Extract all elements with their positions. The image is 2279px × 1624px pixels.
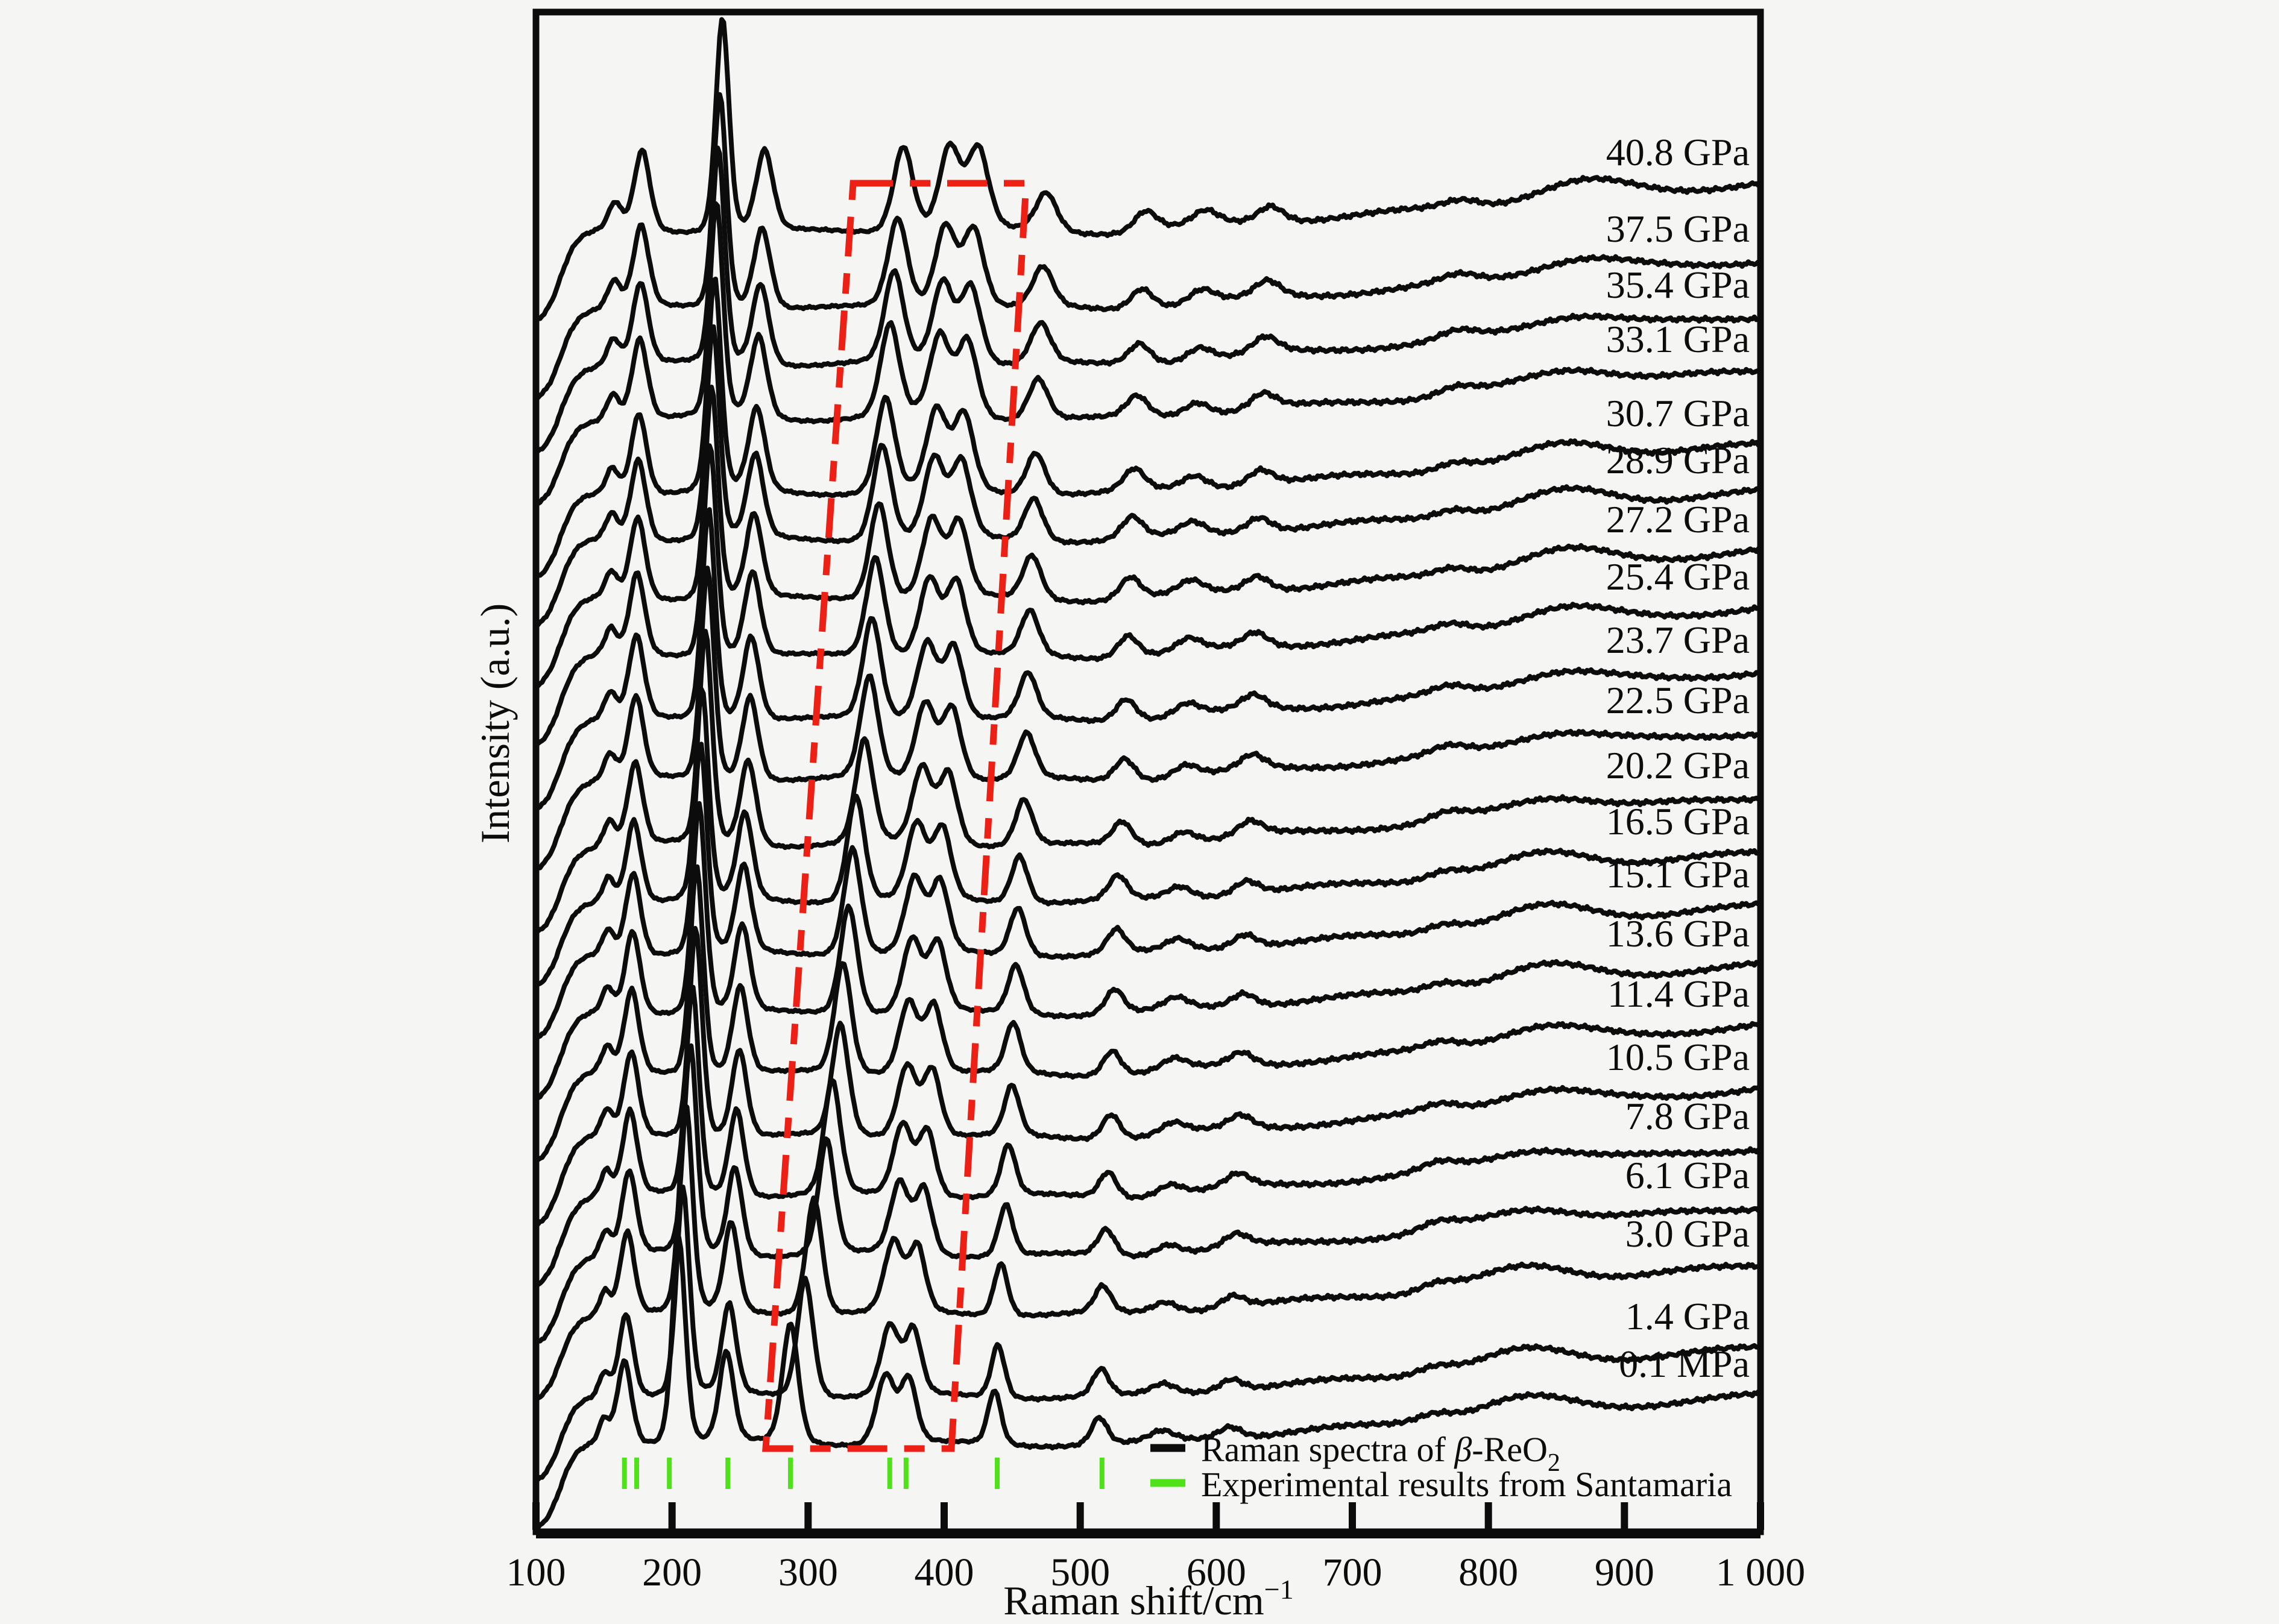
x-tick-label: 100 [506, 1550, 566, 1594]
spectrum-line [534, 926, 1763, 1228]
x-tick-label: 900 [1595, 1550, 1654, 1594]
spectrum-line [534, 385, 1763, 688]
pressure-label: 13.6 GPa [1606, 912, 1750, 955]
legend-row1-mid: -ReO [1472, 1430, 1548, 1469]
legend-row1-pre: Raman spectra of [1201, 1430, 1454, 1469]
pressure-label: 22.5 GPa [1606, 679, 1750, 722]
pressure-label: 0.1 MPa [1619, 1342, 1750, 1385]
spectrum-line [534, 443, 1763, 747]
pressure-label: 37.5 GPa [1606, 207, 1750, 250]
pressure-label: 25.4 GPa [1606, 555, 1750, 598]
spectrum-line [534, 984, 1763, 1287]
legend-row1-beta: β [1454, 1430, 1472, 1469]
x-tick-label: 600 [1187, 1550, 1246, 1594]
pressure-label: 6.1 GPa [1625, 1154, 1750, 1197]
pressure-label: 35.4 GPa [1606, 263, 1750, 306]
spectrum-line [534, 565, 1763, 872]
spectrum-line [534, 1185, 1763, 1482]
pressure-label: 20.2 GPa [1606, 744, 1750, 787]
pressure-label: 23.7 GPa [1606, 618, 1750, 661]
x-axis-title-main: Raman shift/cm [1003, 1578, 1264, 1623]
spectrum-line [534, 687, 1763, 987]
x-tick-label: 400 [915, 1550, 974, 1594]
spectra-layer [534, 17, 1763, 1530]
x-tick-label: 500 [1050, 1550, 1110, 1594]
x-tick-label: 700 [1323, 1550, 1382, 1594]
annotation-layer [622, 180, 1105, 1489]
axis-layer: 100 200 300 400 500 600 700 800 900 1 000 [506, 1502, 1806, 1594]
spectrum-line [534, 864, 1763, 1163]
pressure-label: 27.2 GPa [1606, 498, 1750, 541]
spectrum-line [534, 276, 1763, 581]
y-axis-title: Intensity (a.u.) [472, 603, 518, 843]
spectrum-line [534, 1043, 1763, 1346]
legend-row2-label: Experimental results from Santamaria [1201, 1465, 1732, 1504]
pressure-label-layer: 40.8 GPa 37.5 GPa 35.4 GPa 33.1 GPa 30.7 GPa… [1606, 131, 1750, 1385]
phase-transition-box [762, 180, 1030, 1452]
x-tick-label: 200 [642, 1550, 702, 1594]
spectrum-line [534, 201, 1763, 508]
pressure-label: 3.0 GPa [1625, 1212, 1750, 1255]
spectrum-line [534, 17, 1763, 323]
x-tick-label: 800 [1458, 1550, 1518, 1594]
pressure-label: 40.8 GPa [1606, 131, 1750, 174]
pressure-label: 1.4 GPa [1625, 1295, 1750, 1338]
pressure-label: 30.7 GPa [1606, 392, 1750, 435]
x-axis-title-superscript: −1 [1264, 1574, 1294, 1605]
spectrum-line [534, 324, 1763, 629]
pressure-label: 11.4 GPa [1607, 972, 1750, 1015]
pressure-label: 33.1 GPa [1606, 318, 1750, 360]
spectrum-line [534, 92, 1763, 400]
x-tick-label: 300 [778, 1550, 838, 1594]
pressure-label: 28.9 GPa [1606, 439, 1750, 482]
plot-frame [532, 8, 1764, 1535]
spectrum-line [534, 1235, 1763, 1530]
pressure-label: 16.5 GPa [1606, 800, 1750, 843]
spectrum-line [534, 801, 1763, 1103]
pressure-label: 15.1 GPa [1606, 853, 1750, 896]
pressure-label: 10.5 GPa [1606, 1036, 1750, 1078]
spectrum-line [534, 145, 1763, 454]
legend-row1-subscript: 2 [1548, 1449, 1560, 1477]
pressure-label: 7.8 GPa [1625, 1095, 1750, 1138]
x-tick-label: 1 000 [1716, 1550, 1806, 1594]
spectrum-line [534, 1103, 1763, 1402]
legend-row1-label: Raman spectra of β-ReO2 [1201, 1430, 1560, 1477]
spectrum-line [534, 741, 1763, 1042]
spectrum-line [534, 629, 1763, 935]
legend: Raman spectra of β-ReO2 Experimental res… [1150, 1430, 1732, 1504]
spectrum-line [534, 507, 1763, 813]
x-axis-title: Raman shift/cm−1 [1003, 1574, 1293, 1623]
